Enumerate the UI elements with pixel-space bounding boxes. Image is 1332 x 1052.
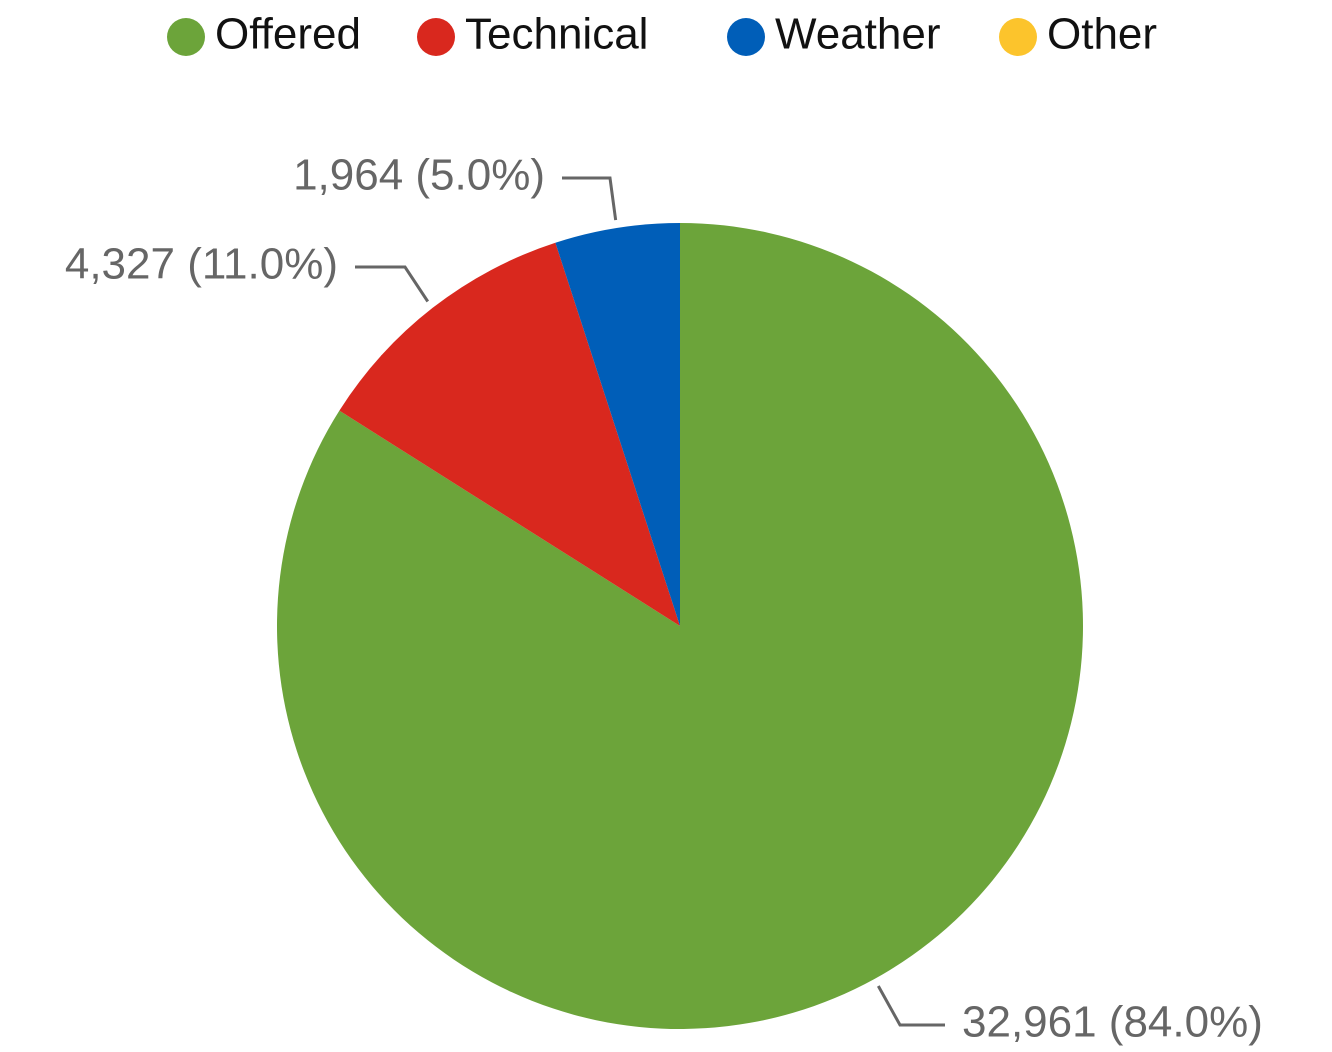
legend-label: Offered [215,10,361,59]
pie-slice [339,242,680,626]
slice-label: 1,964 (5.0%) [293,151,545,200]
slice-label: 4,327 (11.0%) [65,240,338,289]
leader-line [562,176,618,221]
legend-swatch [999,18,1037,56]
leader-line [355,265,430,303]
pie-slice [555,223,680,626]
slice-label: 32,961 (84.0%) [962,998,1263,1047]
legend-swatch [167,18,205,56]
pie-slice [276,223,1083,1030]
leader-line [876,985,945,1027]
legend-swatch [417,18,455,56]
legend-swatch [727,18,765,56]
legend-label: Weather [775,10,941,59]
legend-label: Technical [465,10,648,59]
legend-label: Other [1047,10,1157,59]
